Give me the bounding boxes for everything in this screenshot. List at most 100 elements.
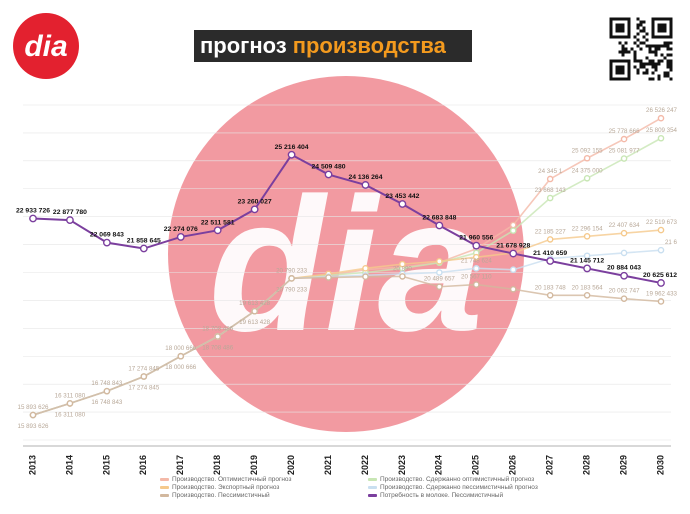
data-label: 25 092 155 <box>572 147 604 154</box>
x-tick-label: 2017 <box>175 455 185 475</box>
data-label: 18 708 486 <box>202 325 234 332</box>
data-point <box>509 266 517 274</box>
data-point <box>177 352 185 360</box>
data-label: 24 345 1 <box>538 168 563 175</box>
data-point <box>657 226 665 234</box>
data-point <box>657 298 665 305</box>
series-line <box>32 275 662 416</box>
data-label: 22 407 634 <box>609 222 641 229</box>
legend-label: Производство. Сдержанно оптимистичный пр… <box>380 476 535 483</box>
data-point <box>583 154 591 162</box>
data-point <box>657 134 665 142</box>
legend-item: Потребность в молоке. Пессимистичный <box>368 492 503 499</box>
data-label: 25 081 977 <box>609 148 641 155</box>
legend-swatch <box>160 494 169 497</box>
data-label: 16 748 843 <box>91 399 123 406</box>
data-label: 24 136 264 <box>348 174 382 181</box>
data-point <box>287 150 296 159</box>
x-tick-label: 2018 <box>212 455 222 475</box>
data-point <box>657 279 665 287</box>
data-point <box>176 233 185 241</box>
data-point <box>509 249 518 258</box>
x-tick-label: 2030 <box>655 455 665 475</box>
data-label: 22 069 843 <box>90 232 124 239</box>
data-point <box>398 200 407 208</box>
data-point <box>472 253 480 261</box>
legend-swatch <box>160 486 169 489</box>
legend-label: Производство. Экспортный прогноз <box>172 484 280 491</box>
x-tick-label: 2025 <box>471 455 481 475</box>
data-point <box>29 411 37 419</box>
data-point <box>325 274 332 281</box>
legend-item: Производство. Сдержанно оптимистичный пр… <box>368 476 534 483</box>
legend-label: Потребность в молоке. Пессимистичный <box>380 492 504 499</box>
data-point <box>213 226 222 235</box>
data-point <box>620 155 628 162</box>
legend-item: Производство. Сдержанно пессимистичный п… <box>368 484 538 491</box>
series-lines: 24 345 1 25 092 155 25 778 666 26 526 247 23… <box>16 107 678 430</box>
data-label: 21 960 556 <box>459 235 493 242</box>
svg-text:dia: dia <box>209 159 484 371</box>
data-label: 25 778 666 <box>609 128 641 135</box>
data-label: 21 748 624 <box>461 257 493 264</box>
series-4: 15 893 626 15 893 626 16 311 080 16 311 080… <box>18 265 678 430</box>
data-label: 20 890 <box>393 265 412 272</box>
legend-item: Производство. Пессимистичный <box>160 492 270 499</box>
data-point <box>583 252 591 260</box>
x-tick-label: 2023 <box>397 455 407 475</box>
data-point <box>509 227 517 234</box>
x-tick-label: 2016 <box>138 455 148 475</box>
x-tick-label: 2015 <box>101 455 111 475</box>
data-point <box>102 238 111 247</box>
data-label: 23 453 442 <box>385 193 419 200</box>
legend-item: Производство. Оптимистичный прогноз <box>160 476 291 483</box>
data-label: 22 519 673 <box>646 219 678 226</box>
data-point <box>250 205 259 214</box>
data-label: 26 526 247 <box>646 107 678 114</box>
data-point <box>620 229 628 237</box>
data-point <box>546 175 554 183</box>
data-point <box>436 258 443 265</box>
x-tick-label: 2026 <box>508 455 518 475</box>
legend-label: Производство. Сдержанно пессимистичный п… <box>380 484 538 491</box>
data-label: 22 185 227 <box>535 228 567 235</box>
legend-label: Производство. Оптимистичный прогноз <box>172 476 292 483</box>
x-tick-label: 2013 <box>27 455 37 475</box>
data-label: 20 062 747 <box>609 288 641 295</box>
x-tick-label: 2029 <box>618 455 628 475</box>
data-label: 20 183 748 <box>535 284 567 291</box>
data-label: 24 375 000 <box>572 167 604 174</box>
x-tick-label: 2027 <box>545 455 555 475</box>
data-label: 15 893 626 <box>18 423 50 430</box>
data-point <box>251 307 258 315</box>
data-label: 20 625 612 <box>643 272 677 279</box>
data-point <box>103 387 111 395</box>
x-tick-label: 2021 <box>323 455 333 475</box>
title-part-2: производства <box>292 33 446 58</box>
title-banner: прогноз производства <box>194 30 472 62</box>
data-point <box>657 114 665 122</box>
dia-logo: dia <box>13 13 79 79</box>
data-label: 20 489 657 <box>424 276 456 283</box>
data-label: 25 809 354 <box>646 127 678 134</box>
data-label: 25 216 404 <box>275 144 309 151</box>
x-tick-label: 2022 <box>360 455 370 475</box>
data-label: 18 000 666 <box>165 345 197 352</box>
data-label: 23 260 027 <box>238 198 272 205</box>
data-point <box>583 291 591 299</box>
x-tick-label: 2024 <box>434 455 444 475</box>
data-point <box>29 214 37 223</box>
x-tick-label: 2019 <box>249 455 259 475</box>
data-label: 16 311 080 <box>55 411 86 418</box>
data-point <box>139 244 148 253</box>
data-point <box>362 273 369 280</box>
data-point <box>546 236 554 243</box>
data-label: 21 410 659 <box>533 250 567 257</box>
data-label: 18 708 486 <box>202 344 234 351</box>
data-point <box>546 291 554 299</box>
data-label: 17 274 845 <box>128 384 160 391</box>
data-label: 15 893 626 <box>18 404 50 411</box>
data-label: 21 145 712 <box>570 257 604 264</box>
data-point <box>436 283 443 291</box>
